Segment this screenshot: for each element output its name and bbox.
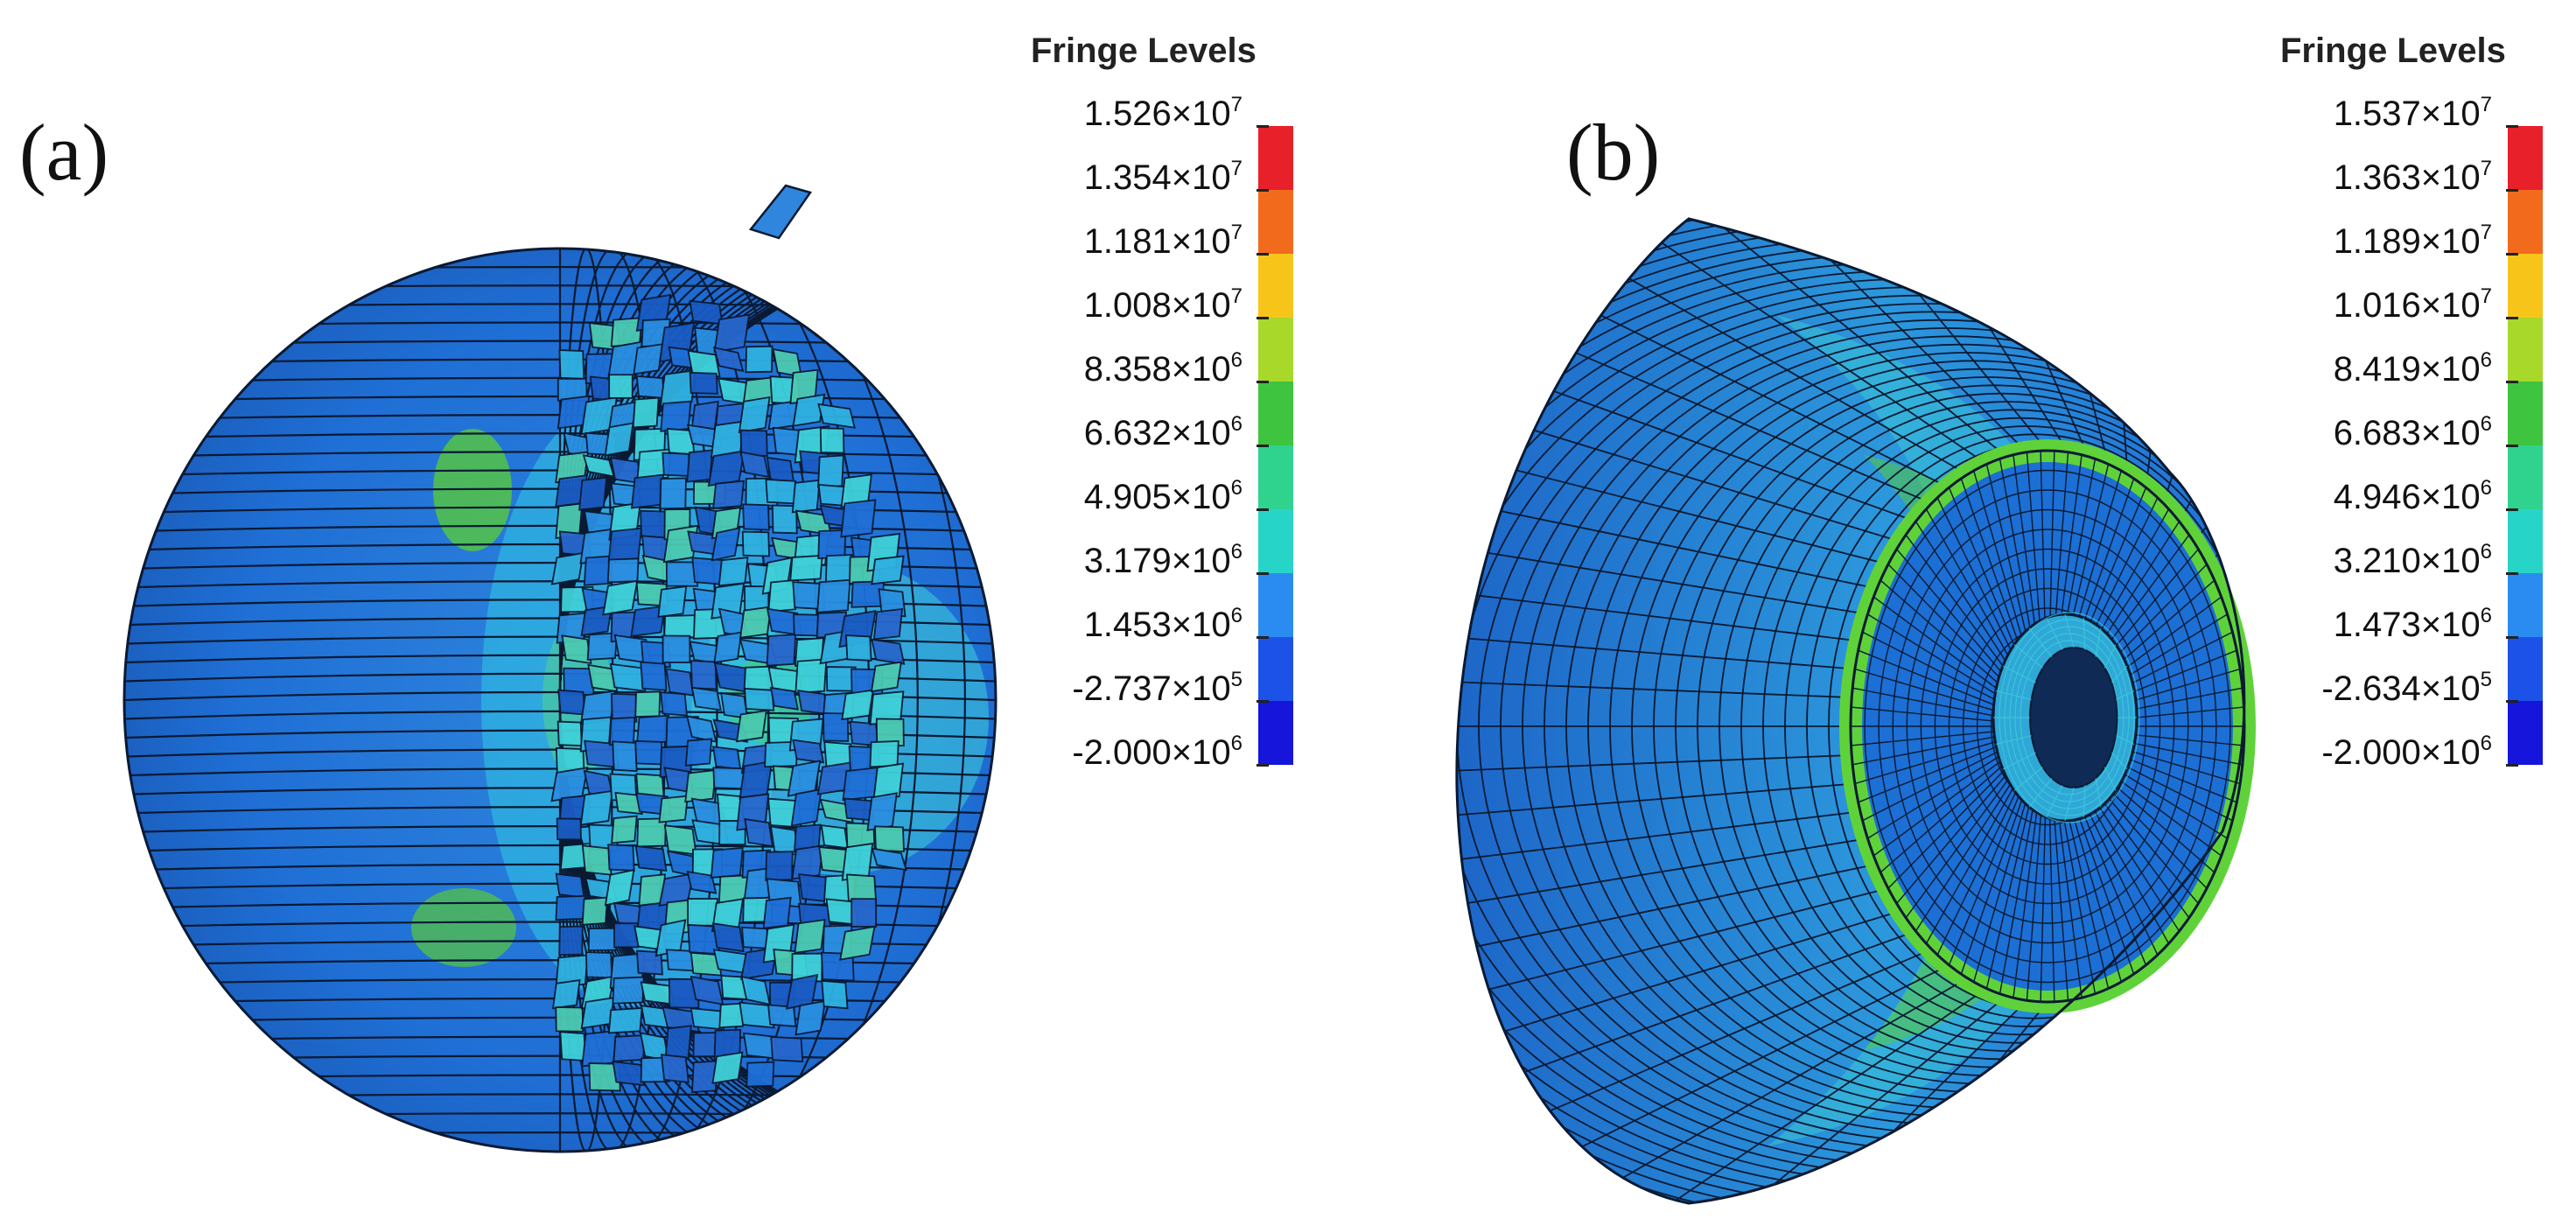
legend-swatch (1258, 573, 1293, 637)
legend-tick (1256, 700, 1269, 703)
legend-swatch (1258, 509, 1293, 573)
legend-level-value: 1.189×107 (2333, 221, 2492, 261)
legend-tick (1256, 125, 1269, 128)
legend-swatch (1258, 701, 1293, 765)
legend-swatch (2508, 190, 2543, 254)
legend-tick (1256, 445, 1269, 447)
legend-level-value: 1.526×107 (1083, 93, 1242, 133)
legend-level-value: 8.419×106 (2333, 348, 2492, 389)
legend-tick (2506, 317, 2518, 319)
color-bar (1258, 126, 1293, 765)
legend-tick (1256, 381, 1269, 383)
legend-level-value: 3.210×106 (2333, 540, 2492, 580)
legend-level-value: 1.537×107 (2333, 93, 2492, 133)
legend-swatch (2508, 382, 2543, 445)
legend-level-value: -2.000×106 (2321, 732, 2492, 772)
fringe-legend-b: Fringe Levels 1.537×107 1.363×107 1.189×10… (2272, 32, 2560, 819)
legend-swatch (1258, 382, 1293, 445)
legend-level-value: 1.363×107 (2333, 157, 2492, 197)
legend-tick (1256, 572, 1269, 575)
legend-tick (1256, 508, 1269, 511)
legend-swatch (2508, 701, 2543, 765)
panel-label-b: (b) (1566, 108, 1661, 197)
legend-level-value: 1.473×106 (2333, 604, 2492, 644)
legend-swatch (1258, 254, 1293, 318)
legend-level-value: -2.737×105 (1072, 668, 1242, 708)
legend-level-value: 1.354×107 (1083, 157, 1242, 197)
legend-swatch (2508, 318, 2543, 382)
legend-swatch (2508, 573, 2543, 637)
legend-tick (2506, 508, 2518, 511)
legend-title: Fringe Levels (2280, 32, 2506, 70)
legend-tick (2506, 700, 2518, 703)
legend-tick (2506, 445, 2518, 447)
legend-swatch (2508, 254, 2543, 318)
legend-tick (2506, 125, 2518, 128)
legend-tick (2506, 253, 2518, 256)
cone-model-b (1455, 217, 2256, 1205)
legend-level-value: -2.634×105 (2321, 668, 2492, 708)
legend-tick (1256, 636, 1269, 639)
legend-swatch (1258, 318, 1293, 382)
legend-tick (1256, 253, 1269, 256)
color-bar (2508, 126, 2543, 765)
legend-level-value: 6.632×106 (1083, 412, 1242, 452)
legend-swatch (1258, 126, 1293, 190)
legend-tick (2506, 764, 2518, 767)
legend-tick (2506, 381, 2518, 383)
legend-level-value: 3.179×106 (1083, 540, 1242, 580)
legend-level-value: 4.905×106 (1083, 476, 1242, 516)
legend-swatch (2508, 637, 2543, 701)
legend-level-value: 6.683×106 (2333, 412, 2492, 452)
legend-swatch (1258, 190, 1293, 254)
legend-swatch (1258, 445, 1293, 509)
legend-swatch (2508, 126, 2543, 190)
detached-fragment (748, 184, 813, 240)
legend-level-value: 1.181×107 (1083, 221, 1242, 261)
legend-level-value: 1.453×106 (1083, 604, 1242, 644)
panel-label-a: (a) (19, 108, 109, 197)
sphere-model-a (122, 184, 998, 1153)
legend-tick (1256, 317, 1269, 319)
legend-tick (1256, 189, 1269, 192)
legend-tick (2506, 189, 2518, 192)
legend-tick (2506, 636, 2518, 639)
legend-level-value: 1.008×107 (1083, 284, 1242, 325)
legend-swatch (2508, 509, 2543, 573)
fringe-legend-a: Fringe Levels 1.526×107 1.354×107 1.181×10… (1022, 32, 1311, 819)
legend-swatch (1258, 637, 1293, 701)
legend-level-value: 1.016×107 (2333, 284, 2492, 325)
legend-tick (1256, 764, 1269, 767)
legend-level-value: 4.946×106 (2333, 476, 2492, 516)
legend-level-value: 8.358×106 (1083, 348, 1242, 389)
legend-swatch (2508, 445, 2543, 509)
legend-level-value: -2.000×106 (1072, 732, 1242, 772)
legend-title: Fringe Levels (1031, 32, 1256, 70)
legend-tick (2506, 572, 2518, 575)
